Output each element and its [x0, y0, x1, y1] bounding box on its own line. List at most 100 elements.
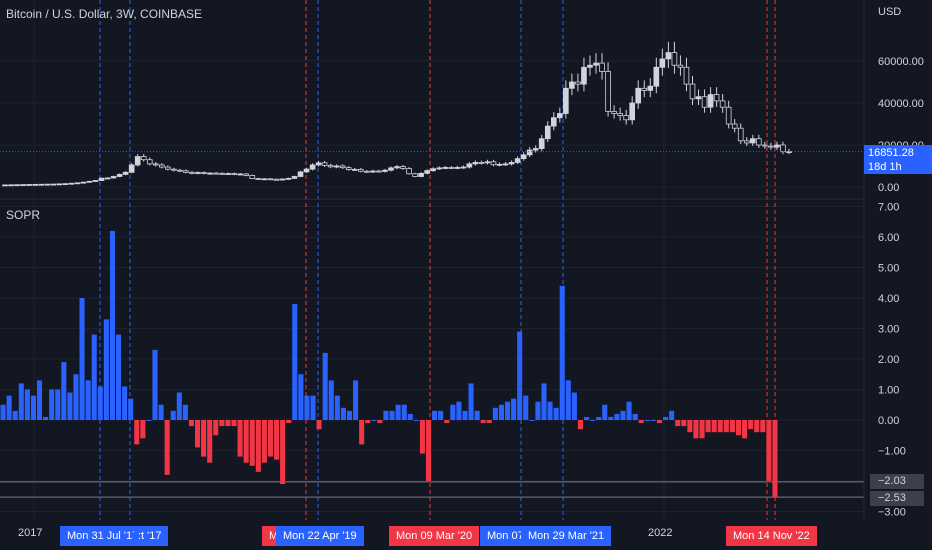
candle-up — [14, 184, 20, 187]
candle-up — [424, 170, 430, 174]
bar-countdown: 18d 1h — [868, 161, 902, 173]
candle-down — [171, 168, 177, 171]
candle-up — [110, 176, 117, 179]
candle-up — [774, 144, 780, 148]
sopr-axis-tick: 4.00 — [878, 293, 899, 305]
candle-up — [442, 167, 449, 169]
time-marker-label-2[interactable]: :t '17 — [134, 526, 168, 546]
price-axis-tick: 60000.00 — [878, 56, 924, 68]
sopr-bar-positive — [614, 413, 620, 420]
sopr-bar-negative — [195, 420, 201, 448]
sopr-bar-positive — [55, 389, 61, 420]
sopr-bar-negative — [748, 420, 754, 430]
candle-up — [50, 183, 57, 186]
sopr-bar-negative — [140, 420, 146, 439]
sopr-bar-positive — [334, 395, 340, 420]
candle-up — [261, 178, 268, 181]
sopr-bar-positive — [61, 362, 67, 420]
candle-down — [599, 62, 605, 72]
candle-up — [134, 156, 141, 166]
sopr-bar-positive — [590, 420, 596, 421]
sopr-bar-negative — [742, 420, 748, 439]
candle-down — [701, 96, 708, 108]
sopr-bar-negative — [286, 420, 292, 424]
candle-up — [472, 162, 479, 165]
candle-up — [707, 94, 714, 108]
sopr-bar-positive — [158, 404, 164, 420]
candle-down — [327, 164, 334, 168]
candle-up — [484, 161, 491, 164]
candle-up — [68, 182, 75, 185]
sopr-bar-positive — [146, 420, 152, 421]
sopr-bar-positive — [304, 395, 310, 420]
time-marker-label-6[interactable]: Mon 07 — [480, 526, 531, 546]
indicator-title[interactable]: SOPR — [6, 208, 41, 222]
sopr-bar-positive — [413, 420, 419, 421]
sopr-axis-tick: 5.00 — [878, 263, 899, 275]
candle-up — [32, 183, 38, 186]
sopr-bar-positive — [602, 404, 608, 420]
sopr-bar-negative — [687, 420, 693, 433]
sopr-bar-positive — [73, 374, 79, 420]
sopr-bar-positive — [620, 410, 626, 420]
sopr-bar-negative — [201, 420, 207, 457]
candle-up — [514, 158, 521, 163]
candle-up — [454, 167, 461, 169]
sopr-bar-positive — [128, 398, 134, 420]
sopr-bar-positive — [292, 304, 298, 420]
sopr-bar-negative — [656, 420, 663, 424]
candle-up — [532, 148, 539, 151]
sopr-bar-negative — [486, 420, 492, 424]
sopr-axis-tick: −3.00 — [878, 507, 906, 519]
sopr-bar-negative — [693, 420, 699, 439]
sopr-bar-positive — [18, 383, 24, 420]
symbol-title[interactable]: Bitcoin / U.S. Dollar, 3W, COINBASE — [6, 7, 203, 21]
sopr-bar-negative — [772, 420, 778, 498]
sopr-bar-negative — [231, 420, 237, 427]
sopr-bar-negative — [219, 420, 225, 427]
candle-down — [152, 163, 159, 166]
sopr-bar-positive — [346, 410, 353, 420]
sopr-axis-tick: 3.00 — [878, 324, 899, 336]
sopr-bar-positive — [170, 410, 176, 420]
price-axis-tick: 0.00 — [878, 182, 899, 194]
time-marker-label-1[interactable]: Mon 31 Jul '17 — [60, 526, 146, 546]
candle-down — [321, 162, 328, 166]
time-marker-label-5[interactable]: Mon 09 Mar '20 — [389, 526, 480, 546]
time-marker-label-8[interactable]: Mon 14 Nov '22 — [726, 526, 817, 546]
candle-down — [737, 127, 744, 142]
sopr-bar-positive — [462, 410, 468, 420]
candle-down — [756, 138, 762, 146]
candle-down — [689, 83, 696, 100]
candle-up — [370, 170, 376, 173]
sopr-bar-positive — [571, 392, 577, 420]
axis-ticks: 60000.0040000.0020000.000.007.006.005.00… — [878, 56, 924, 519]
sopr-bar-positive — [535, 401, 541, 420]
candle-up — [2, 184, 8, 187]
time-marker-label-7[interactable]: Mon 29 Mar '21 — [521, 526, 612, 546]
sopr-bar-negative — [699, 420, 705, 439]
candle-up — [98, 177, 105, 181]
sopr-bar-negative — [419, 420, 425, 454]
candle-down — [243, 173, 250, 176]
sopr-bar-positive — [547, 401, 553, 420]
candle-up — [436, 167, 443, 170]
candle-down — [743, 140, 750, 144]
candle-down — [158, 164, 165, 168]
candle-up — [26, 184, 32, 186]
candle-down — [731, 123, 738, 129]
sopr-bar-positive — [176, 392, 182, 420]
sopr-bar-negative — [735, 420, 742, 436]
event-markers — [99, 0, 776, 520]
candle-up — [466, 163, 473, 168]
sopr-bar-negative — [249, 420, 255, 466]
time-marker-label-4[interactable]: Mon 22 Apr '19 — [276, 526, 364, 546]
sopr-bar-negative — [237, 420, 243, 457]
candle-down — [273, 178, 280, 181]
candle-down — [183, 170, 189, 173]
sopr-bar-positive — [517, 331, 523, 420]
candle-up — [285, 177, 292, 180]
candle-down — [768, 145, 774, 148]
